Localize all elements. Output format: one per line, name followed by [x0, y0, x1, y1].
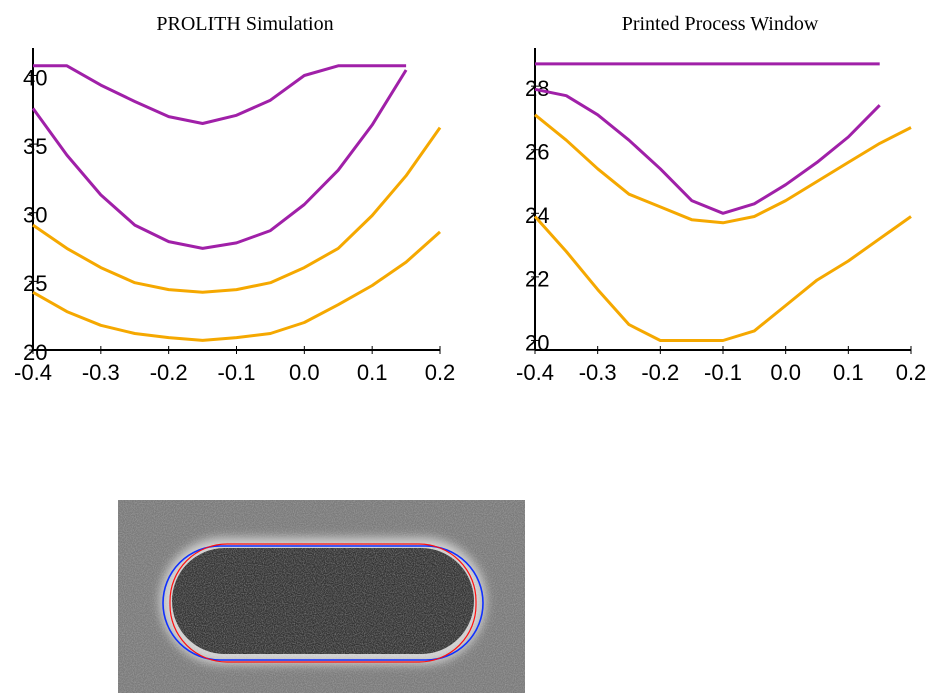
x-tick-label: -0.2 — [641, 360, 679, 385]
x-tick-label: 0.1 — [357, 360, 388, 385]
x-tick-label: -0.4 — [14, 360, 52, 385]
chart: Printed Process Window2022242628-0.4-0.3… — [516, 13, 926, 385]
x-tick-label: -0.3 — [82, 360, 120, 385]
series-line — [535, 217, 911, 341]
x-tick-label: 0.0 — [770, 360, 801, 385]
y-tick-label: 26 — [525, 140, 549, 165]
x-tick-label: 0.2 — [896, 360, 927, 385]
chart-title: Printed Process Window — [622, 13, 819, 35]
series-line — [535, 89, 880, 213]
sem-image — [118, 500, 525, 693]
x-tick-label: 0.1 — [833, 360, 864, 385]
series-line — [33, 70, 406, 248]
chart-title: PROLITH Simulation — [156, 13, 333, 35]
x-tick-label: -0.3 — [579, 360, 617, 385]
series-line — [33, 232, 440, 341]
series-line — [33, 128, 440, 293]
x-tick-label: -0.1 — [218, 360, 256, 385]
y-tick-label: 35 — [23, 134, 47, 159]
page: PROLITH Simulation2025303540-0.4-0.3-0.2… — [0, 0, 948, 700]
chart: PROLITH Simulation2025303540-0.4-0.3-0.2… — [14, 13, 455, 385]
y-tick-label: 30 — [23, 203, 47, 228]
y-tick-label: 20 — [525, 330, 549, 355]
series-line — [33, 66, 406, 124]
x-tick-label: -0.4 — [516, 360, 554, 385]
x-tick-label: -0.2 — [150, 360, 188, 385]
x-tick-label: -0.1 — [704, 360, 742, 385]
y-tick-label: 24 — [525, 203, 549, 228]
y-tick-label: 22 — [525, 267, 549, 292]
figure: PROLITH Simulation2025303540-0.4-0.3-0.2… — [0, 0, 948, 700]
y-tick-label: 40 — [23, 65, 47, 90]
x-tick-label: 0.2 — [425, 360, 456, 385]
x-tick-label: 0.0 — [289, 360, 320, 385]
